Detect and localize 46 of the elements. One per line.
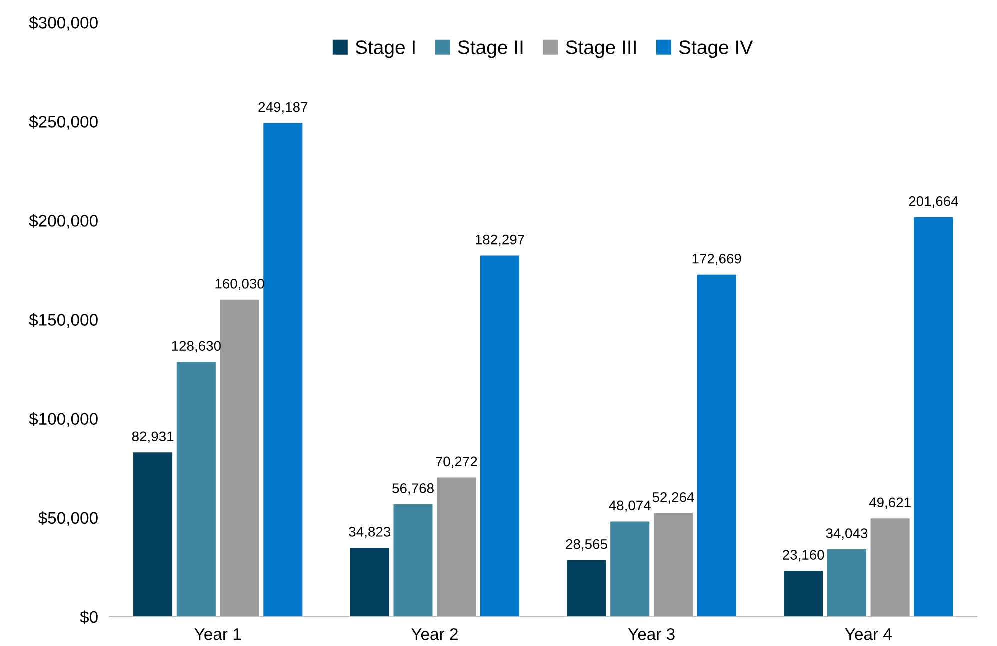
y-tick-label: $50,000 [38,512,98,526]
bar [134,452,173,617]
legend-label: Stage III [566,40,636,58]
bar [697,274,736,617]
bar [350,548,390,617]
data-label: 49,621 [869,498,911,510]
legend-label: Stage IV [679,40,754,58]
legend-label: Stage I [356,40,415,58]
bar [784,571,824,617]
bar [220,300,260,617]
y-tick-label: $250,000 [29,115,98,130]
data-label: 70,272 [436,456,478,468]
bar [870,518,910,617]
bar [437,478,476,617]
bar [264,123,303,617]
data-label: 56,768 [392,484,434,496]
bar [914,217,954,617]
bar [567,560,606,617]
data-label: 28,565 [566,539,608,551]
data-label: 182,297 [476,234,524,246]
x-tick-label: Year 4 [845,628,892,640]
y-tick-label: $150,000 [29,313,98,328]
data-label: 23,160 [783,550,824,562]
bar [176,362,216,617]
data-label: 201,664 [909,196,958,208]
bar [394,504,433,617]
bar [827,549,866,617]
bar [610,522,650,617]
data-label: 82,931 [132,432,174,444]
data-label: 128,630 [172,341,221,353]
y-tick-label: $200,000 [29,214,98,229]
data-label: 34,823 [349,527,391,539]
data-label: 48,074 [609,500,651,512]
y-tick-label: $0 [80,610,98,624]
data-label: 172,669 [692,254,742,266]
x-tick-label: Year 3 [628,628,675,640]
data-label: 249,187 [258,102,308,114]
y-tick-label: $100,000 [29,412,98,427]
x-tick-label: Year 1 [194,628,242,640]
legend-label: Stage II [458,40,523,58]
data-label: 34,043 [826,528,868,540]
bar [654,513,693,617]
bar [480,256,520,617]
y-tick-label: $300,000 [29,16,98,31]
data-label: 52,264 [652,492,694,504]
x-tick-label: Year 2 [412,628,458,640]
